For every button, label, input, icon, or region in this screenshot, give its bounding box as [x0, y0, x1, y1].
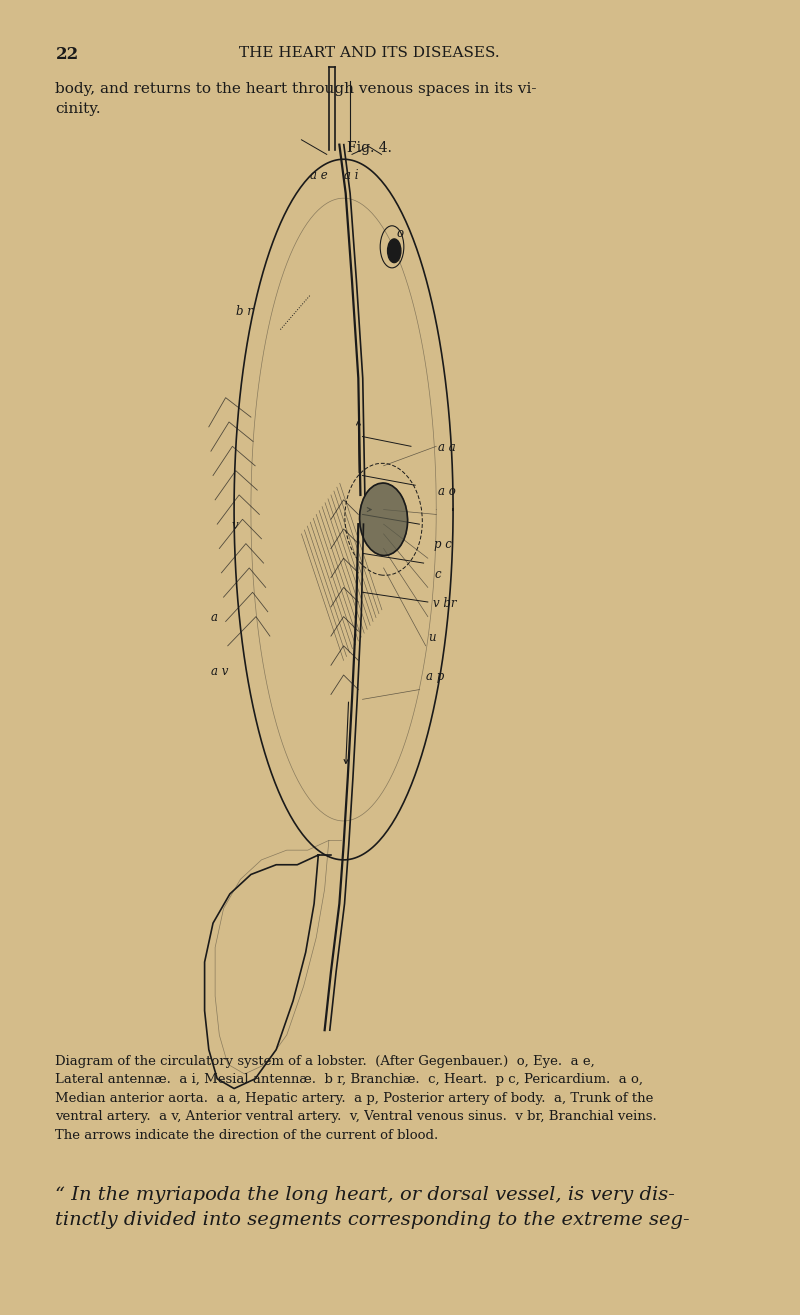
Text: “ In the myriapoda the long heart, or dorsal vessel, is very dis-
tinctly divide: “ In the myriapoda the long heart, or do…	[55, 1186, 690, 1230]
Circle shape	[387, 239, 401, 263]
Text: a a: a a	[438, 441, 456, 454]
Text: a v: a v	[211, 665, 228, 679]
Text: 22: 22	[55, 46, 78, 63]
Ellipse shape	[359, 483, 407, 555]
Text: a e: a e	[310, 168, 328, 181]
Text: a o: a o	[438, 485, 456, 498]
Text: a p: a p	[426, 669, 444, 682]
Text: Fig. 4.: Fig. 4.	[347, 141, 392, 155]
Text: body, and returns to the heart through venous spaces in its vi-
cinity.: body, and returns to the heart through v…	[55, 82, 537, 116]
Text: v: v	[232, 519, 238, 533]
Text: u: u	[428, 631, 435, 644]
Text: v br: v br	[433, 597, 456, 610]
Text: a: a	[211, 611, 218, 625]
Text: c: c	[434, 568, 441, 581]
Text: Diagram of the circulatory system of a lobster.  (After Gegenbauer.)  o, Eye.  a: Diagram of the circulatory system of a l…	[55, 1055, 657, 1141]
Text: b r: b r	[236, 305, 253, 318]
Text: p c: p c	[434, 538, 452, 551]
Text: o: o	[396, 227, 403, 241]
Text: THE HEART AND ITS DISEASES.: THE HEART AND ITS DISEASES.	[239, 46, 500, 60]
Text: a i: a i	[343, 168, 358, 181]
